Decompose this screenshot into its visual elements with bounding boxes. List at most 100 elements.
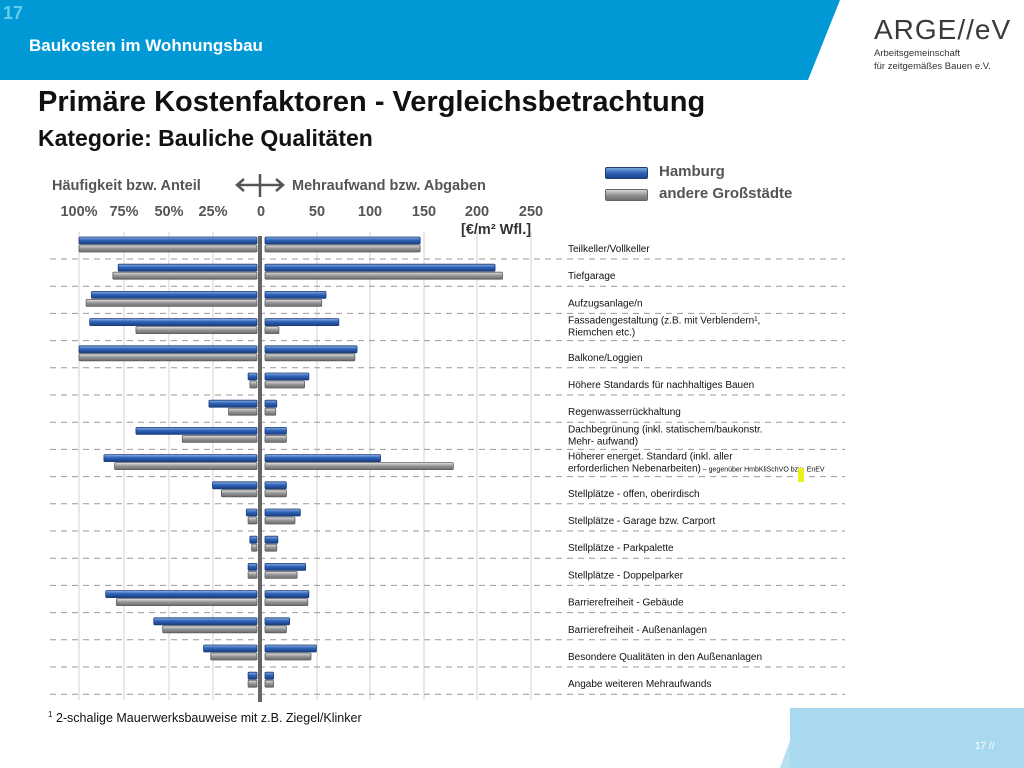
category-label-16: Angabe weiteren Mehraufwands	[568, 679, 711, 690]
bar-cost-hamburg-2	[264, 290, 327, 299]
logo-mark: ARGE//eV	[874, 14, 1012, 45]
bar-cost-andere-16	[264, 679, 274, 688]
bar-share-andere-12	[247, 571, 258, 579]
bar-cost-andere-5	[264, 380, 305, 389]
bar-share-hamburg-9	[212, 481, 258, 490]
bar-cost-hamburg-3	[264, 318, 340, 327]
category-label-0: Teilkeller/Vollkeller	[568, 244, 650, 255]
bar-share-hamburg-12	[247, 563, 258, 571]
bar-share-andere-0	[78, 244, 258, 253]
bar-cost-hamburg-8	[264, 454, 381, 463]
legend-label-andere: andere Großstädte	[659, 185, 793, 202]
bar-cost-andere-13	[264, 598, 309, 606]
bar-cost-andere-10	[264, 516, 296, 525]
bar-share-andere-7	[181, 434, 258, 443]
bar-share-hamburg-16	[247, 671, 258, 680]
logo: ARGE//eV Arbeitsgemeinschaft für zeitgem…	[874, 14, 1011, 72]
right-tick-50: 50	[308, 204, 326, 220]
category-label-9: Stellplätze - offen, oberirdisch	[568, 489, 700, 500]
right-tick-250: 250	[518, 204, 544, 220]
category-label-8: Höherer energet. Standard (inkl. aller er…	[568, 452, 825, 475]
bar-share-andere-1	[112, 271, 258, 280]
bar-cost-andere-4	[264, 353, 356, 362]
bar-cost-hamburg-13	[264, 590, 310, 598]
bar-share-hamburg-10	[245, 508, 258, 517]
category-label-6: Regenwasserrückhaltung	[568, 407, 681, 418]
bar-share-hamburg-8	[103, 454, 258, 463]
bar-share-andere-16	[247, 679, 258, 688]
category-label-14: Barrierefreiheit - Außenanlagen	[568, 625, 707, 636]
bar-cost-hamburg-15	[264, 644, 317, 653]
banner-title: Baukosten im Wohnungsbau	[29, 36, 263, 55]
category-label-13: Barrierefreiheit - Gebäude	[568, 598, 684, 609]
right-tick-150: 150	[411, 204, 437, 220]
bar-cost-andere-15	[264, 652, 312, 661]
bar-share-hamburg-7	[135, 426, 258, 435]
bar-cost-andere-3	[264, 326, 280, 335]
bar-cost-hamburg-9	[264, 481, 287, 490]
bar-cost-hamburg-10	[264, 508, 301, 517]
bar-cost-hamburg-5	[264, 372, 310, 381]
bar-share-andere-13	[115, 598, 258, 606]
category-label-10: Stellplätze - Garage bzw. Carport	[568, 516, 716, 527]
bar-share-hamburg-3	[89, 318, 258, 327]
bar-share-hamburg-11	[249, 535, 258, 544]
bar-cost-hamburg-7	[264, 426, 287, 435]
bar-cost-andere-6	[264, 407, 277, 416]
bar-cost-andere-1	[264, 271, 503, 280]
legend-swatch-hamburg	[605, 167, 648, 179]
bar-share-hamburg-13	[105, 590, 258, 598]
left-tick-100: 100%	[60, 204, 98, 220]
bar-cost-andere-2	[264, 298, 323, 307]
page-title: Primäre Kostenfaktoren - Vergleichsbetra…	[38, 86, 706, 118]
arrow-head-left	[235, 178, 245, 192]
category-label-1: Tiefgarage	[568, 271, 616, 282]
bar-cost-andere-9	[264, 489, 287, 498]
bar-cost-hamburg-0	[264, 236, 421, 245]
right-tick-100: 100	[357, 204, 383, 220]
footnote-text: 2-schalige Mauerwerksbauweise mit z.B. Z…	[55, 711, 362, 726]
left-axis-header: Häufigkeit bzw. Anteil	[52, 178, 201, 194]
bar-share-andere-3	[135, 326, 258, 335]
unit-label: [€/m² Wfl.]	[461, 222, 532, 238]
category-label-5: Höhere Standards für nachhaltiges Bauen	[568, 380, 754, 391]
category-label-4: Balkone/Loggien	[568, 353, 643, 364]
zero-tick: 0	[256, 204, 266, 220]
bar-cost-andere-14	[264, 625, 287, 634]
left-tick-75: 75%	[109, 204, 139, 220]
bar-share-andere-15	[210, 652, 258, 661]
bar-share-andere-2	[85, 298, 258, 307]
bar-share-andere-4	[78, 353, 258, 362]
bar-share-hamburg-1	[117, 263, 258, 272]
left-tick-25: 25%	[198, 204, 228, 220]
category-label-11: Stellplätze - Parkpalette	[568, 543, 674, 554]
logo-line2: für zeitgemäßes Bauen e.V.	[874, 61, 991, 72]
bar-share-hamburg-15	[203, 644, 258, 653]
header-banner	[0, 0, 840, 80]
bar-share-andere-14	[162, 625, 258, 634]
bar-share-andere-11	[251, 543, 258, 552]
footnote-mark: 1	[48, 710, 53, 719]
page-number: 17 //	[975, 741, 995, 752]
bar-share-hamburg-14	[153, 617, 258, 626]
legend-swatch-andere	[605, 189, 648, 201]
bar-cost-andere-12	[264, 571, 298, 579]
page-subtitle: Kategorie: Bauliche Qualitäten	[38, 125, 373, 151]
bar-cost-andere-0	[264, 244, 421, 253]
bar-share-hamburg-4	[78, 345, 258, 354]
bar-share-andere-8	[114, 462, 258, 471]
category-label-7: Dachbegrünung (inkl. statischem/baukonst…	[568, 424, 763, 447]
bar-share-hamburg-5	[247, 372, 258, 381]
bar-cost-hamburg-14	[264, 617, 291, 626]
bar-share-hamburg-6	[208, 399, 258, 408]
bar-share-andere-10	[247, 516, 258, 525]
bar-cost-hamburg-4	[264, 345, 358, 354]
slide-number: 17	[3, 3, 24, 23]
bar-share-hamburg-2	[91, 290, 258, 299]
bar-share-andere-5	[249, 380, 258, 389]
category-label-12: Stellplätze - Doppelparker	[568, 570, 684, 581]
left-tick-50: 50%	[154, 204, 184, 220]
bar-cost-hamburg-11	[264, 535, 279, 544]
bar-cost-hamburg-12	[264, 563, 307, 571]
